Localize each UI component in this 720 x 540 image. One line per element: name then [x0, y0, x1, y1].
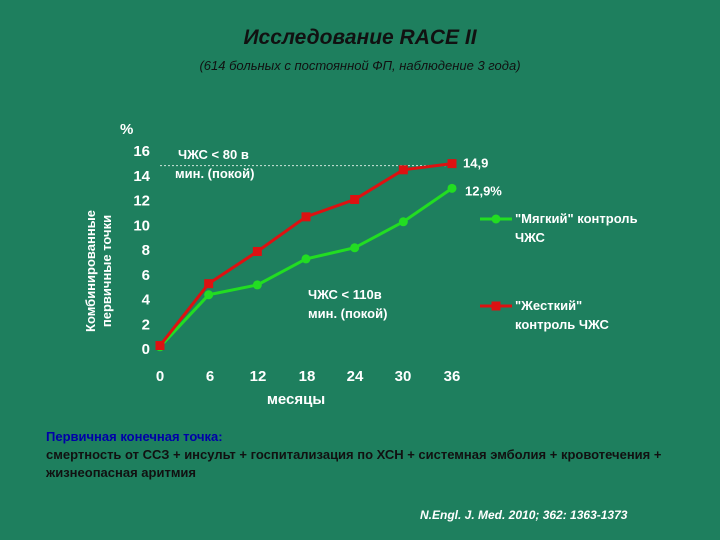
legend-label-2-line-1: "Жесткий": [515, 298, 582, 313]
legend-swatch-marker-1: [491, 214, 501, 224]
x-tick-label: 6: [206, 368, 214, 385]
x-tick-label: 30: [395, 368, 412, 385]
y-tick-label: 0: [142, 341, 150, 358]
x-tick-label: 24: [347, 368, 364, 385]
legend-label-2-line-2: контроль ЧЖС: [515, 317, 609, 332]
legend-label-1-line-2: ЧЖС: [515, 230, 546, 245]
data-point-strict: [398, 165, 408, 175]
y-tick-label: 14: [133, 168, 150, 185]
x-tick-label: 0: [156, 368, 164, 385]
end-label-lenient: 12,9%: [465, 183, 502, 198]
slide-subtitle: (614 больных с постоянной ФП, наблюдение…: [199, 58, 521, 73]
series-line-1: [158, 187, 453, 348]
y-tick-label: 6: [142, 267, 150, 284]
y-tick-label: 2: [142, 316, 150, 333]
annotation-strict-line-2: мин. (покой): [175, 166, 254, 181]
annotation-strict-line-1: ЧЖС < 80 в: [178, 147, 249, 162]
annotation-lenient-line-2: мин. (покой): [308, 306, 387, 321]
line-chart: %Комбинированные первичные точки024681012…: [83, 121, 638, 408]
data-point-strict: [252, 246, 262, 256]
data-point-lenient: [301, 254, 311, 264]
data-point-lenient: [447, 183, 457, 193]
data-point-strict: [350, 195, 360, 204]
end-label-strict: 14,9: [463, 156, 488, 171]
y-tick-label: 10: [133, 217, 150, 234]
y-tick-label: 12: [133, 193, 150, 210]
y-axis-label-line-1: Комбинированные: [83, 210, 98, 332]
x-tick-label: 12: [250, 368, 267, 385]
data-point-lenient: [350, 243, 360, 253]
data-point-lenient: [252, 280, 262, 290]
primary-endpoint-note: Первичная конечная точка: смертность от …: [46, 428, 696, 482]
x-tick-label: 18: [299, 368, 316, 385]
y-unit-label: %: [120, 121, 133, 138]
data-point-lenient: [204, 290, 214, 300]
legend-label-1-line-1: "Мягкий" контроль: [515, 211, 638, 226]
data-point-strict: [155, 341, 165, 351]
y-axis-label-line-2: первичные точки: [99, 215, 114, 327]
data-point-strict: [204, 279, 214, 289]
x-tick-label: 36: [444, 368, 461, 385]
annotation-lenient-line-1: ЧЖС < 110в: [308, 287, 382, 302]
data-point-strict: [301, 212, 311, 222]
primary-endpoint-definition: смертность от ССЗ + инсульт + госпитализ…: [46, 447, 662, 480]
x-axis-label: месяцы: [267, 391, 325, 408]
data-point-strict: [447, 159, 457, 169]
y-tick-label: 4: [142, 292, 151, 309]
primary-endpoint-heading: Первичная конечная точка:: [46, 429, 223, 444]
slide-title: Исследование RACE II: [243, 26, 477, 49]
y-tick-label: 8: [142, 242, 150, 259]
citation-reference: N.Engl. J. Med. 2010; 362: 1363-1373: [420, 508, 628, 522]
data-point-lenient: [398, 217, 408, 227]
y-tick-label: 16: [133, 143, 150, 160]
legend-swatch-marker-2: [491, 301, 501, 311]
